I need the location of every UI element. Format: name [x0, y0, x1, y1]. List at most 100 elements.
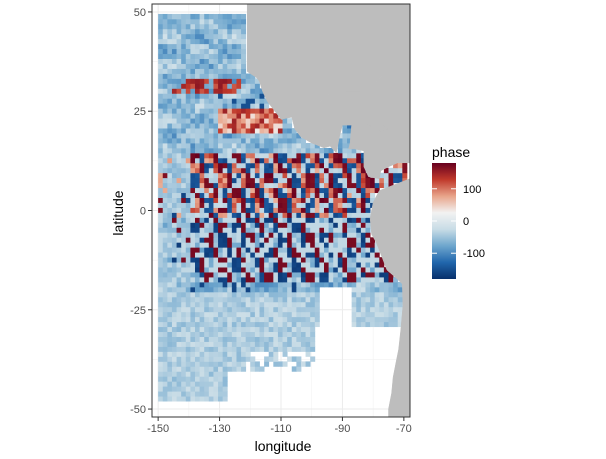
phase-tile: [351, 316, 357, 323]
phase-tile: [236, 316, 242, 323]
phase-tile: [254, 133, 260, 139]
phase-tile: [245, 267, 251, 273]
phase-tile: [158, 38, 164, 45]
phase-tile: [171, 147, 177, 154]
phase-tile: [273, 133, 279, 139]
phase-tile: [328, 257, 334, 263]
phase-tile: [185, 326, 191, 333]
phase-tile: [259, 197, 265, 203]
phase-tile: [208, 167, 214, 174]
phase-tile: [162, 386, 168, 392]
phase-tile: [181, 311, 187, 318]
phase-tile: [158, 257, 164, 263]
phase-tile: [190, 167, 196, 174]
phase-tile: [218, 286, 224, 293]
phase-tile: [259, 252, 265, 258]
phase-tile: [264, 103, 270, 109]
phase-tile: [282, 281, 288, 288]
phase-tile: [300, 262, 306, 268]
phase-tile: [287, 222, 293, 228]
phase-tile: [264, 227, 270, 233]
phase-tile: [319, 202, 325, 208]
phase-tile: [245, 157, 251, 164]
phase-tile: [195, 222, 201, 228]
phase-tile: [227, 227, 233, 233]
phase-tile: [171, 321, 177, 328]
phase-tile: [213, 306, 219, 313]
phase-tile: [310, 142, 316, 149]
phase-tile: [356, 192, 362, 198]
phase-tile: [236, 356, 242, 362]
phase-tile: [328, 237, 334, 243]
phase-tile: [241, 152, 247, 159]
phase-tile: [314, 192, 320, 198]
phase-tile: [287, 162, 293, 169]
phase-tile: [365, 207, 371, 213]
phase-tile: [181, 232, 187, 238]
x-tick-label: -150: [147, 423, 169, 435]
phase-tile: [158, 182, 164, 189]
phase-tile: [268, 316, 274, 323]
phase-tile: [222, 18, 228, 25]
phase-tile: [199, 341, 205, 347]
phase-tile: [213, 386, 219, 392]
phase-tile: [176, 28, 182, 35]
phase-tile: [287, 321, 293, 328]
phase-tile: [218, 78, 224, 84]
phase-tile: [236, 336, 242, 342]
phase-tile: [241, 98, 247, 104]
phase-tile: [190, 291, 196, 298]
phase-tile: [167, 267, 173, 273]
phase-tile: [245, 242, 251, 248]
phase-tile: [171, 23, 177, 30]
phase-tile: [227, 267, 233, 273]
phase-tile: [388, 281, 394, 288]
phase-tile: [195, 212, 201, 218]
phase-tile: [250, 272, 256, 278]
phase-tile: [231, 33, 237, 40]
phase-tile: [218, 142, 224, 149]
phase-tile: [181, 227, 187, 233]
phase-tile: [222, 162, 228, 169]
phase-tile: [199, 242, 205, 248]
phase-tile: [167, 242, 173, 248]
phase-tile: [310, 306, 316, 313]
phase-tile: [310, 257, 316, 263]
phase-tile: [218, 133, 224, 139]
phase-tile: [218, 376, 224, 382]
phase-tile: [195, 28, 201, 35]
phase-tile: [300, 252, 306, 258]
phase-tile: [277, 197, 283, 203]
phase-tile: [158, 272, 164, 278]
phase-tile: [254, 202, 260, 208]
phase-tile: [374, 286, 380, 293]
phase-tile: [254, 361, 260, 367]
phase-tile: [185, 182, 191, 189]
phase-tile: [365, 187, 371, 194]
y-tick-label: 50: [134, 7, 146, 19]
phase-tile: [241, 113, 247, 119]
phase-tile: [291, 162, 297, 169]
phase-tile: [277, 152, 283, 159]
phase-tile: [213, 237, 219, 243]
phase-tile: [190, 331, 196, 337]
phase-tile: [402, 177, 408, 184]
phase-tile: [171, 202, 177, 208]
phase-tile: [337, 177, 343, 184]
phase-tile: [190, 252, 196, 258]
phase-tile: [171, 13, 177, 20]
phase-tile: [213, 396, 219, 402]
phase-tile: [245, 177, 251, 184]
phase-tile: [236, 321, 242, 328]
phase-tile: [241, 222, 247, 228]
phase-tile: [282, 291, 288, 298]
phase-tile: [208, 128, 214, 134]
phase-tile: [245, 326, 251, 333]
phase-tile: [347, 152, 353, 159]
phase-tile: [259, 123, 265, 129]
phase-tile: [241, 326, 247, 333]
phase-tile: [231, 18, 237, 25]
phase-tile: [231, 366, 237, 372]
phase-tile: [300, 197, 306, 203]
phase-tile: [287, 187, 293, 194]
